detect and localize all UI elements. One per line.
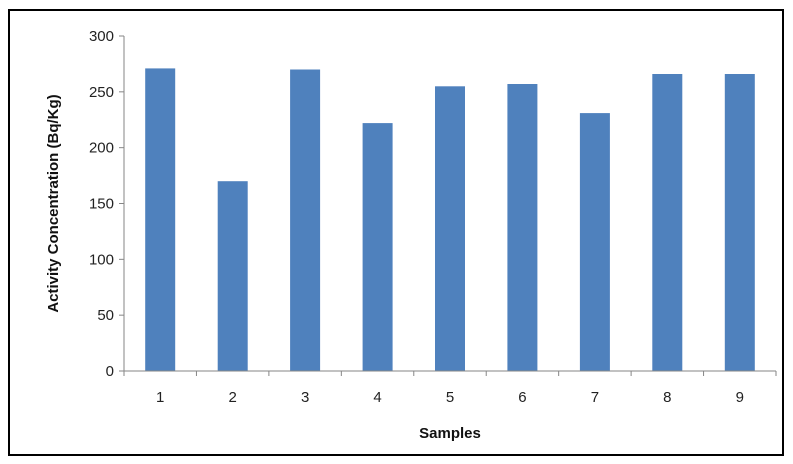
bar-1	[145, 68, 176, 372]
x-axis-title: Samples	[419, 425, 481, 442]
x-tick-label: 5	[446, 389, 454, 406]
bars-layer	[145, 68, 755, 372]
y-tick-label: 0	[106, 363, 114, 380]
bar-2	[217, 181, 248, 371]
y-tick-label: 100	[89, 251, 114, 268]
bar-3	[290, 69, 321, 371]
y-tick-label: 250	[89, 84, 114, 101]
bar-8	[652, 74, 683, 371]
axes-layer	[119, 35, 777, 376]
y-tick-label: 300	[89, 28, 114, 45]
x-tick-label: 9	[736, 389, 744, 406]
x-tick-label: 3	[301, 389, 309, 406]
y-axis-title: Activity Concentration (Bq/Kg)	[45, 94, 62, 312]
x-tick-label: 1	[156, 389, 164, 406]
y-tick-label: 50	[97, 307, 114, 324]
x-tick-label: 8	[663, 389, 671, 406]
labels-layer: 0 50 100 150 200 250 300 1 2 3 4 5 6 7 8 9	[89, 28, 744, 406]
y-tick-label: 200	[89, 140, 114, 157]
bar-7	[579, 113, 610, 371]
x-tick-label: 4	[373, 389, 381, 406]
x-tick-label: 7	[591, 389, 599, 406]
bar-6	[507, 84, 538, 371]
x-tick-label: 6	[518, 389, 526, 406]
y-tick-label: 150	[89, 196, 114, 213]
bar-9	[724, 74, 755, 371]
bar-4	[362, 123, 393, 371]
x-tick-label: 2	[228, 389, 236, 406]
bar-5	[435, 86, 465, 372]
